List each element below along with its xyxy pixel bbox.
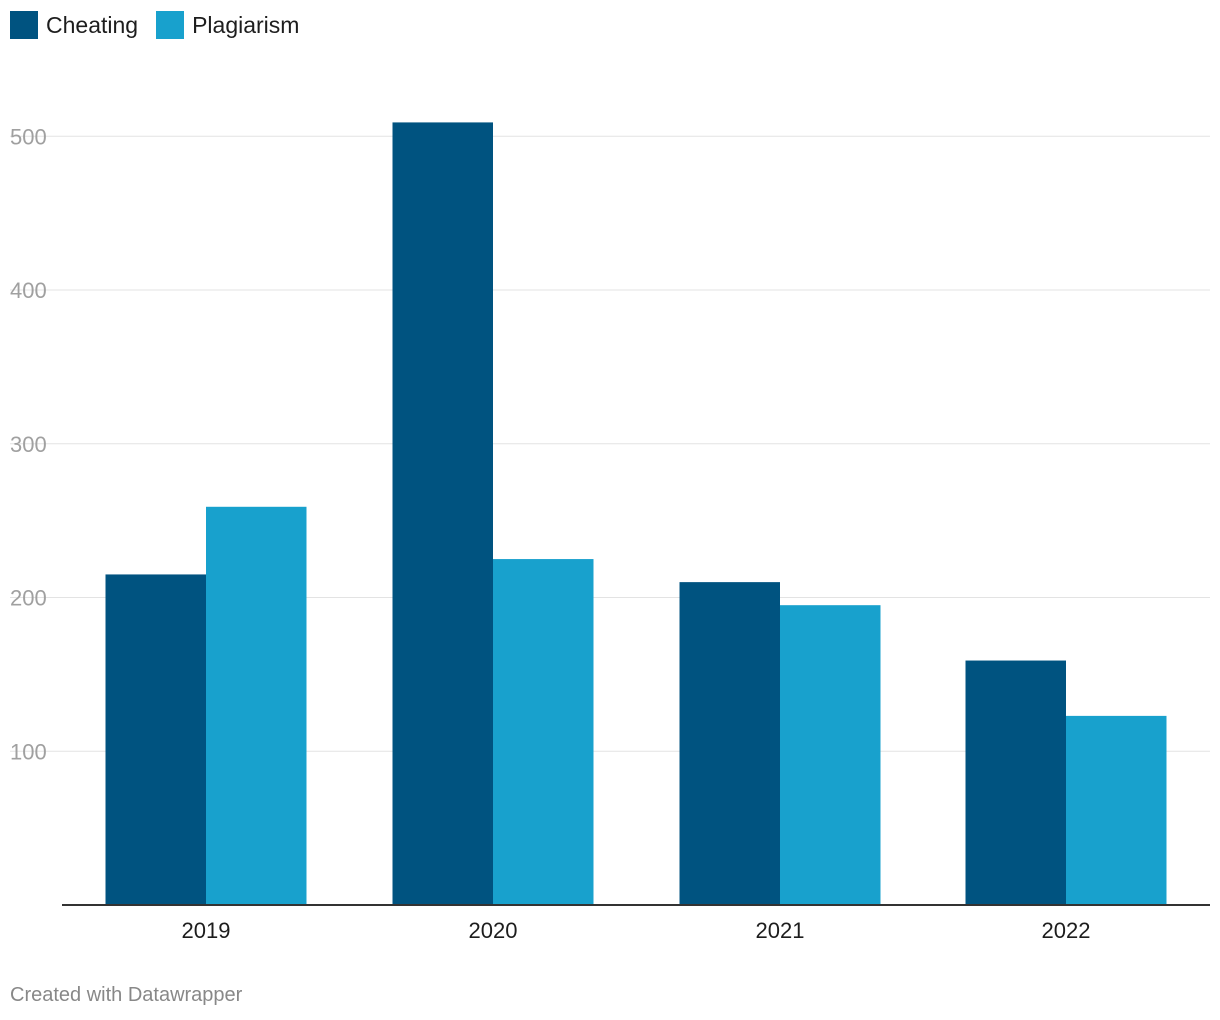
x-tick-label: 2019 <box>182 918 231 943</box>
legend-label-plagiarism: Plagiarism <box>192 11 300 38</box>
bar-cheating-2019 <box>105 574 206 905</box>
footer-credit: Created with Datawrapper <box>10 984 243 1006</box>
bar-plagiarism-2022 <box>1066 715 1167 905</box>
x-tick-label: 2021 <box>756 918 805 943</box>
bar-cheating-2020 <box>392 122 493 906</box>
legend-swatch-cheating <box>10 11 38 39</box>
x-tick-label: 2022 <box>1042 918 1091 943</box>
x-tick-label: 2020 <box>469 918 518 943</box>
legend-label-cheating: Cheating <box>46 11 139 38</box>
bar-plagiarism-2019 <box>206 506 307 905</box>
bar-chart: 100 200 300 400 500 2019 2020 2021 2022 <box>10 122 1210 943</box>
y-tick-label: 100 <box>10 739 47 764</box>
y-tick-label: 300 <box>10 432 47 457</box>
bar-cheating-2022 <box>965 660 1066 905</box>
bar-plagiarism-2021 <box>780 605 881 905</box>
y-tick-label: 400 <box>10 278 47 303</box>
legend-swatch-plagiarism <box>156 11 185 39</box>
bar-plagiarism-2020 <box>493 559 594 905</box>
legend: Cheating Plagiarism <box>10 11 299 39</box>
y-tick-label: 200 <box>10 586 47 611</box>
bar-cheating-2021 <box>679 582 780 905</box>
y-tick-label: 500 <box>10 124 47 149</box>
legend-item-cheating: Cheating <box>10 11 138 39</box>
legend-item-plagiarism: Plagiarism <box>156 11 299 39</box>
